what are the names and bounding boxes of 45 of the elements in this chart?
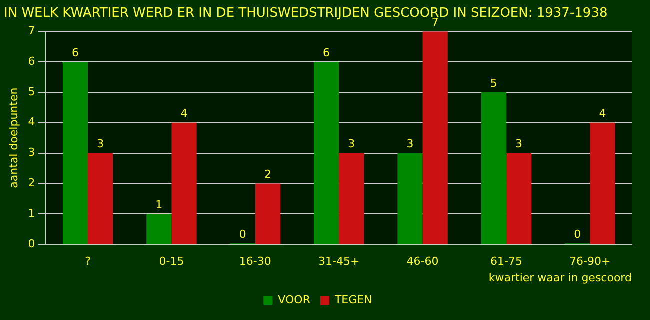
bar (398, 153, 423, 244)
bar (422, 32, 448, 244)
bar (506, 153, 532, 244)
y-tick-label: 7 (28, 24, 36, 38)
y-axis-title: aantal doelpunten (7, 88, 20, 188)
y-tick-label: 1 (28, 207, 36, 220)
data-label: 4 (180, 107, 188, 120)
data-label: 0 (239, 228, 246, 241)
bar (62, 62, 88, 244)
bar (255, 184, 281, 244)
x-axis-title: kwartier waar in gescoord (488, 271, 632, 284)
x-tick-label: 31-45+ (318, 255, 360, 268)
bar (314, 62, 340, 244)
data-label: 3 (348, 138, 356, 151)
x-tick-label: 0-15 (159, 255, 184, 268)
data-label: 3 (97, 138, 104, 151)
bar (339, 153, 364, 244)
data-label: 3 (406, 138, 414, 151)
data-label: 6 (72, 46, 79, 60)
bar (146, 214, 172, 244)
x-tick-label: ? (85, 255, 92, 268)
y-tick-label: 3 (28, 146, 36, 160)
legend-label: VOOR (278, 293, 311, 306)
y-tick-label: 2 (28, 176, 36, 190)
data-label: 3 (516, 138, 523, 151)
x-tick-label: 76-90+ (570, 255, 611, 268)
data-label: 1 (156, 198, 163, 212)
bar (590, 122, 616, 244)
data-label: 2 (264, 168, 272, 182)
y-tick-label: 0 (28, 237, 36, 250)
data-label: 7 (432, 16, 439, 29)
x-tick-label: 61-75 (490, 255, 522, 268)
data-label: 6 (323, 46, 330, 60)
x-tick-label: 46-60 (406, 255, 439, 268)
y-tick-label: 4 (28, 116, 36, 129)
data-label: 4 (599, 107, 606, 120)
x-tick-label: 16-30 (239, 255, 272, 268)
data-label: 5 (490, 76, 498, 90)
legend-label: TEGEN (334, 293, 372, 306)
data-label: 0 (574, 228, 582, 241)
y-tick-label: 6 (28, 54, 36, 68)
y-tick-label: 5 (28, 85, 36, 98)
bar (172, 122, 197, 244)
bar (481, 92, 506, 244)
bar (88, 153, 114, 244)
